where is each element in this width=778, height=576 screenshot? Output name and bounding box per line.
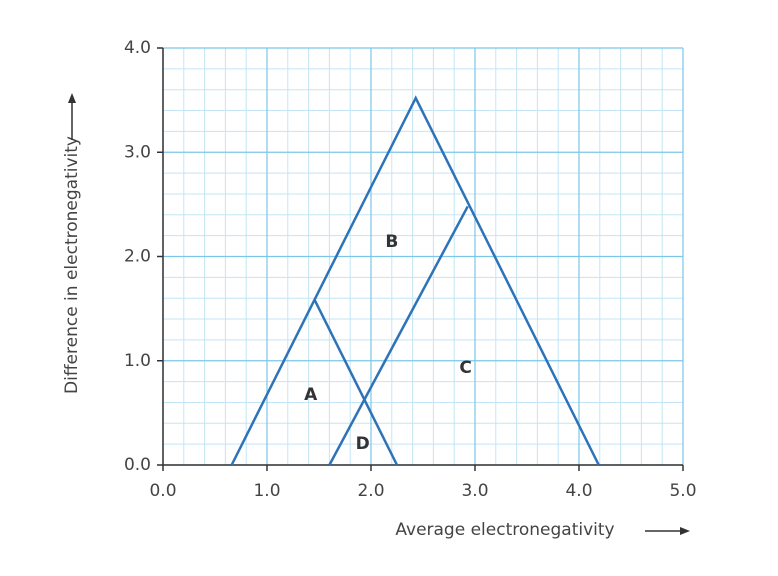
y-tick-label: 1.0	[124, 351, 151, 371]
region-label: A	[304, 385, 318, 405]
series-line	[328, 205, 469, 466]
x-axis-label: Average electronegativity	[395, 520, 614, 540]
y-axis-label: Difference in electronegativity	[62, 136, 82, 394]
series-line	[313, 299, 399, 466]
x-tick-label: 2.0	[357, 481, 384, 501]
x-axis-arrowhead	[680, 527, 690, 535]
region-label: B	[385, 232, 398, 252]
region-label: D	[356, 434, 370, 454]
y-axis-arrowhead	[68, 93, 76, 103]
x-tick-label: 0.0	[149, 481, 176, 501]
y-tick-label: 2.0	[124, 247, 151, 267]
x-tick-label: 1.0	[253, 481, 280, 501]
series-line	[230, 95, 600, 466]
x-tick-label: 4.0	[565, 481, 592, 501]
x-tick-label: 3.0	[461, 481, 488, 501]
region-label: C	[459, 358, 471, 378]
x-tick-label: 5.0	[669, 481, 696, 501]
y-tick-label: 3.0	[124, 142, 151, 162]
y-tick-label: 4.0	[124, 38, 151, 58]
y-tick-label: 0.0	[124, 455, 151, 475]
